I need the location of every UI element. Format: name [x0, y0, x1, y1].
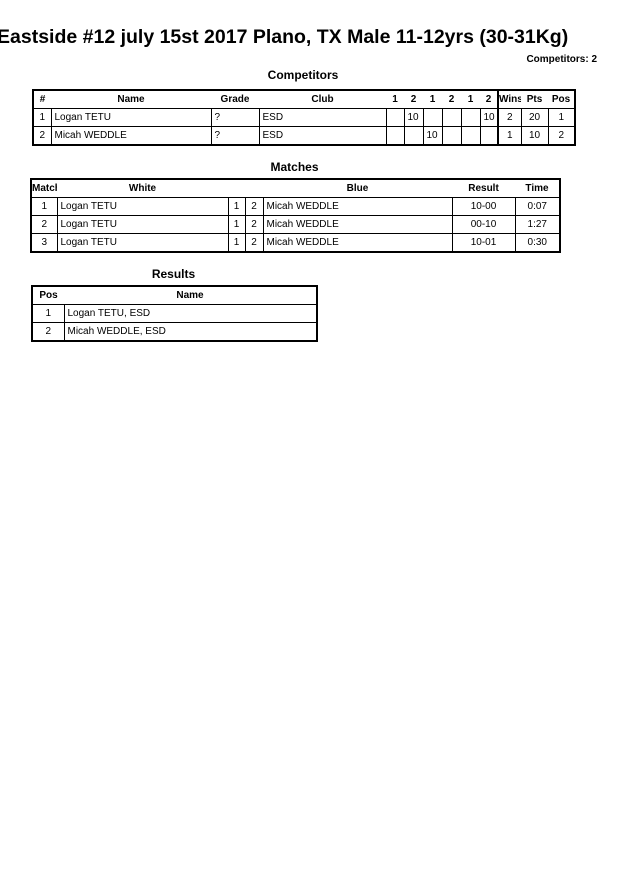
score-cell: 10: [403, 108, 424, 127]
competitor-grade: ?: [210, 108, 260, 127]
table-row: 3 Logan TETU 1 2 Micah WEDDLE 10-01 0:30: [30, 233, 561, 253]
competitors-count: Competitors: 2: [526, 54, 597, 65]
competitor-points: 10: [520, 126, 549, 146]
results-heading: Results: [151, 267, 196, 281]
blue-competitor: Micah WEDDLE: [262, 215, 453, 234]
col-header: Pos: [39, 290, 58, 301]
table-row: 2 Micah WEDDLE, ESD: [31, 322, 318, 342]
match-number: 3: [30, 233, 58, 253]
col-header: Match: [32, 183, 57, 194]
competitor-name: Logan TETU: [50, 108, 212, 127]
col-header: White: [128, 183, 157, 194]
competitors-table: # Name Grade Club 1 2 1 2 1 2 Wins Pts P…: [32, 89, 576, 146]
white-number: 1: [227, 215, 246, 234]
competitor-position: 1: [547, 108, 576, 127]
match-result: 00-10: [451, 215, 516, 234]
match-time: 0:30: [514, 233, 561, 253]
table-row: 1 Logan TETU, ESD: [31, 304, 318, 323]
match-time: 0:07: [514, 197, 561, 216]
col-header: Wins: [497, 90, 521, 109]
table-header: Match White Blue Result Time: [31, 179, 560, 198]
col-header: Pos: [551, 94, 571, 105]
table-row: 2 Logan TETU 1 2 Micah WEDDLE 00-10 1:27: [30, 215, 561, 234]
table-header: Pos Name: [32, 286, 317, 305]
white-competitor: Logan TETU: [56, 215, 229, 234]
blue-number: 2: [244, 233, 264, 253]
competitor-club: ESD: [258, 108, 387, 127]
competitor-position: 2: [547, 126, 576, 146]
score-cell: [422, 108, 443, 127]
col-header: 1: [467, 94, 474, 105]
table-row: 2 Micah WEDDLE? ESD 10 1 10 2: [32, 126, 576, 146]
white-number: 1: [227, 197, 246, 216]
match-time: 1:27: [514, 215, 561, 234]
white-competitor: Logan TETU: [56, 233, 229, 253]
col-header: 2: [410, 94, 417, 105]
competitor-number: 2: [32, 126, 52, 146]
match-result: 10-01: [451, 233, 516, 253]
competitors-heading: Competitors: [267, 68, 339, 82]
score-cell: [385, 126, 405, 146]
competitor-wins: 1: [497, 126, 522, 146]
table-row: 1 Logan TETU? ESD 10 10 2 20 1: [32, 108, 576, 127]
table-header: # Name Grade Club 1 2 1 2 1 2 Wins Pts P…: [33, 90, 575, 109]
score-cell: [460, 126, 481, 146]
score-cell: [385, 108, 405, 127]
blue-number: 2: [244, 197, 264, 216]
score-cell: [441, 126, 462, 146]
match-result: 10-00: [451, 197, 516, 216]
col-header: Club: [311, 94, 334, 105]
competitor-number: 1: [32, 108, 52, 127]
score-cell: [460, 108, 481, 127]
result-position: 1: [31, 304, 65, 323]
col-header: 1: [392, 94, 398, 105]
result-name: Logan TETU, ESD: [63, 304, 318, 323]
col-header: Name: [117, 94, 145, 105]
competitor-wins: 2: [497, 108, 522, 127]
col-header: Name: [176, 290, 204, 301]
col-header: 1: [429, 94, 436, 105]
page-title: Eastside #12 july 15st 2017 Plano, TX Ma…: [0, 26, 569, 48]
competitor-grade: ?: [210, 126, 260, 146]
col-header: 2: [448, 94, 455, 105]
table-row: 1 Logan TETU 1 2 Micah WEDDLE 10-00 0:07: [30, 197, 561, 216]
col-header: #: [39, 94, 46, 105]
match-number: 2: [30, 215, 58, 234]
col-header: Pts: [526, 94, 543, 105]
col-header: Grade: [220, 94, 250, 105]
blue-competitor: Micah WEDDLE: [262, 197, 453, 216]
competitor-points: 20: [520, 108, 549, 127]
result-position: 2: [31, 322, 65, 342]
blue-number: 2: [244, 215, 264, 234]
result-name: Micah WEDDLE, ESD: [63, 322, 318, 342]
col-header: Time: [525, 183, 549, 194]
white-number: 1: [227, 233, 246, 253]
results-table: Pos Name 1 Logan TETU, ESD 2 Micah WEDDLE, …: [31, 285, 318, 342]
col-header: Blue: [346, 183, 369, 194]
score-cell: 10: [422, 126, 443, 146]
score-cell: [403, 126, 424, 146]
blue-competitor: Micah WEDDLE: [262, 233, 453, 253]
score-cell: 10: [479, 108, 499, 127]
col-header: 2: [485, 94, 492, 105]
competitor-name: Micah WEDDLE: [50, 126, 212, 146]
match-number: 1: [30, 197, 58, 216]
col-header: Result: [468, 183, 499, 194]
white-competitor: Logan TETU: [56, 197, 229, 216]
score-cell: [441, 108, 462, 127]
competitor-club: ESD: [258, 126, 387, 146]
score-cell: [479, 126, 499, 146]
matches-heading: Matches: [270, 160, 319, 174]
